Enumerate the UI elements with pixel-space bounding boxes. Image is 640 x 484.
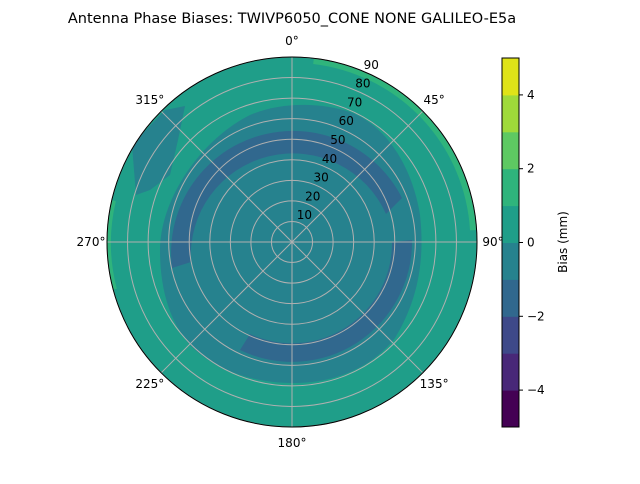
colorbar-tick-label: −4 (527, 383, 545, 397)
polar-frame (106, 56, 478, 428)
theta-tick-label: 135° (420, 377, 449, 391)
theta-tick-labels: 0° 45° 90° 135° 180° 225° 270° 315° (77, 34, 504, 450)
grid-radial-line (160, 241, 293, 374)
grid-radial-line (291, 110, 424, 243)
theta-tick-label: 90° (482, 235, 503, 249)
r-tick-label: 90 (364, 58, 379, 72)
colorbar-label: Bias (mm) (556, 211, 570, 273)
theta-tick-label: 315° (135, 93, 164, 107)
colorbar-band (502, 316, 519, 354)
r-tick-label: 30 (314, 171, 329, 185)
r-tick-label: 20 (305, 189, 320, 203)
contour-level-m1-0-nw-blob (132, 106, 185, 195)
grid-radial-line (291, 241, 424, 374)
theta-tick-label: 270° (77, 235, 106, 249)
colorbar: −4 −2 0 2 4 (501, 57, 545, 428)
colorbar-band (502, 205, 519, 243)
chart-title: Antenna Phase Biases: TWIVP6050_CONE NON… (68, 11, 516, 27)
r-tick-label: 50 (330, 133, 345, 147)
r-tick-label: 10 (297, 208, 312, 222)
theta-tick-label: 225° (135, 377, 164, 391)
colorbar-tick-label: −2 (527, 309, 545, 323)
theta-tick-label: 180° (278, 436, 307, 450)
colorbar-tick-label: 2 (527, 162, 535, 176)
grid-radial-line (160, 110, 293, 243)
colorbar-band (502, 58, 519, 96)
colorbar-band (502, 279, 519, 317)
contour-level-m2-m1-lower-arc (240, 240, 413, 362)
polar-grid (106, 56, 478, 428)
r-tick-label: 70 (347, 95, 362, 109)
r-tick-label: 80 (355, 77, 370, 91)
colorbar-tick-label: 4 (527, 88, 535, 102)
r-tick-labels: 10 20 30 40 50 60 70 80 90 (297, 58, 379, 222)
r-tick-label: 40 (322, 152, 337, 166)
colorbar-band (502, 242, 519, 280)
contour-level-m2-m1-upper-arc (171, 130, 402, 268)
theta-tick-label: 45° (423, 93, 444, 107)
colorbar-band (502, 168, 519, 207)
colorbar-band (502, 131, 519, 170)
colorbar-band (502, 390, 519, 428)
theta-tick-label: 0° (285, 34, 299, 48)
colorbar-band (502, 353, 519, 391)
colorbar-band (502, 94, 519, 133)
colorbar-tick-label: 0 (527, 236, 535, 250)
r-tick-label: 60 (339, 114, 354, 128)
